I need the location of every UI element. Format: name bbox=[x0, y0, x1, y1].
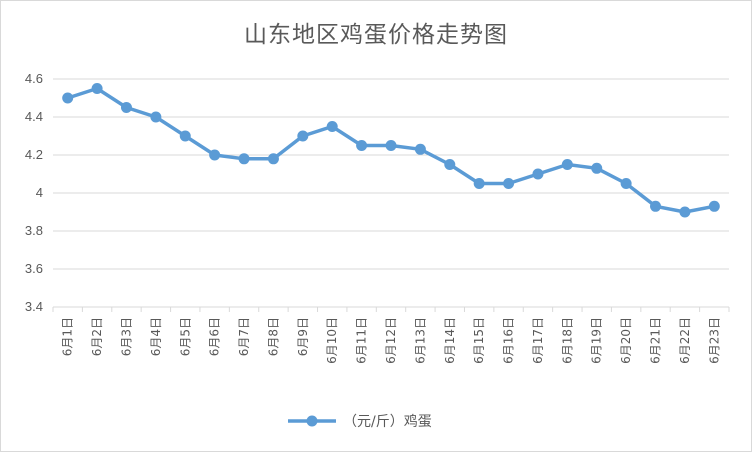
data-point bbox=[532, 168, 544, 180]
legend-label: （元/斤）鸡蛋 bbox=[343, 413, 432, 430]
x-tick-label: 6月7日 bbox=[237, 317, 251, 356]
y-tick-label: 4 bbox=[36, 185, 43, 200]
data-point bbox=[414, 143, 426, 155]
x-tick-label: 6月13日 bbox=[413, 317, 427, 364]
data-point bbox=[385, 140, 397, 151]
data-point bbox=[591, 162, 603, 174]
x-tick-label: 6月10日 bbox=[325, 317, 339, 364]
chart-title: 山东地区鸡蛋价格走势图 bbox=[244, 22, 508, 48]
x-tick-label: 6月2日 bbox=[90, 317, 104, 356]
x-tick-label: 6月3日 bbox=[119, 317, 133, 356]
y-tick-label: 4.2 bbox=[25, 147, 43, 162]
legend-marker bbox=[306, 415, 318, 427]
data-point bbox=[561, 159, 573, 170]
y-tick-label: 3.8 bbox=[25, 223, 43, 238]
x-tick-label: 6月16日 bbox=[502, 317, 516, 364]
x-tick-label: 6月23日 bbox=[707, 317, 721, 364]
x-tick-label: 6月17日 bbox=[531, 317, 545, 364]
y-tick-label: 4.6 bbox=[25, 71, 43, 86]
x-tick-label: 6月6日 bbox=[208, 317, 222, 356]
data-point bbox=[444, 159, 456, 170]
x-tick-label: 6月20日 bbox=[619, 317, 633, 364]
data-point bbox=[91, 83, 103, 94]
x-tick-label: 6月1日 bbox=[61, 317, 75, 356]
x-tick-label: 6月19日 bbox=[590, 317, 604, 364]
data-point bbox=[679, 206, 691, 218]
data-point bbox=[356, 140, 368, 151]
x-tick-label: 6月4日 bbox=[149, 317, 163, 356]
data-point bbox=[473, 178, 485, 189]
data-point bbox=[503, 178, 515, 189]
x-tick-label: 6月15日 bbox=[472, 317, 486, 364]
y-tick-label: 3.6 bbox=[25, 261, 43, 276]
x-tick-label: 6月12日 bbox=[384, 317, 398, 364]
data-point bbox=[150, 111, 162, 123]
data-point bbox=[209, 149, 221, 161]
x-tick-label: 6月14日 bbox=[443, 317, 457, 364]
x-tick-label: 6月9日 bbox=[296, 317, 310, 356]
data-point bbox=[708, 200, 720, 212]
x-tick-label: 6月5日 bbox=[178, 317, 192, 356]
y-tick-label: 3.4 bbox=[25, 299, 43, 314]
data-point bbox=[238, 153, 250, 165]
data-point bbox=[62, 92, 74, 104]
data-point bbox=[120, 102, 132, 113]
data-point bbox=[179, 130, 191, 142]
data-point bbox=[620, 178, 632, 189]
data-point bbox=[267, 153, 279, 165]
x-tick-label: 6月18日 bbox=[560, 317, 574, 364]
x-tick-label: 6月22日 bbox=[678, 317, 692, 364]
data-point bbox=[326, 121, 338, 132]
data-point bbox=[650, 200, 662, 212]
x-tick-label: 6月11日 bbox=[355, 317, 369, 364]
data-point bbox=[297, 130, 309, 142]
x-tick-label: 6月8日 bbox=[266, 317, 280, 356]
y-tick-label: 4.4 bbox=[25, 109, 43, 124]
x-tick-label: 6月21日 bbox=[649, 317, 663, 364]
